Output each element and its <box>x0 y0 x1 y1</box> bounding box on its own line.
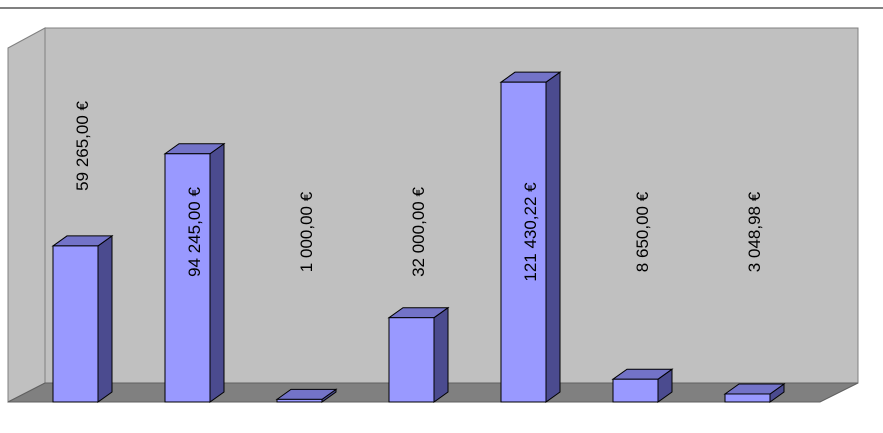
bar <box>52 245 99 403</box>
bar <box>276 398 323 403</box>
bar <box>164 153 211 403</box>
value-label: 8 650,00 € <box>633 191 652 272</box>
value-label: 32 000,00 € <box>409 187 428 277</box>
bar <box>724 393 771 403</box>
bar-side <box>209 142 225 403</box>
side-wall <box>7 27 46 403</box>
bar <box>500 81 547 403</box>
bar-side <box>545 71 561 403</box>
value-label: 1 000,00 € <box>297 191 316 272</box>
bar-side <box>97 234 113 403</box>
value-label: 59 265,00 € <box>73 100 92 190</box>
bar-side <box>433 306 449 403</box>
value-label: 121 430,22 € <box>521 182 540 282</box>
value-label: 3 048,98 € <box>745 191 764 272</box>
value-label: 94 245,00 € <box>185 187 204 277</box>
bar <box>612 378 659 403</box>
bar <box>388 317 435 403</box>
